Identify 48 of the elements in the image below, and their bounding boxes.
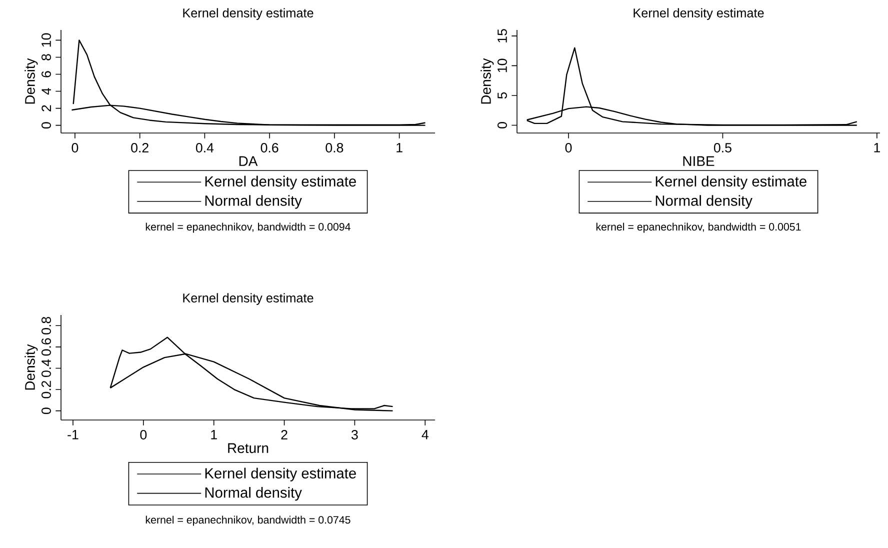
x-axis-title: DA [239, 156, 258, 166]
x-tick-label: 2 [281, 430, 288, 440]
y-axis-title: Density [24, 344, 38, 390]
y-axis-title: Density [24, 58, 38, 104]
x-tick-label: 3 [352, 430, 358, 440]
y-axis-title: Density [480, 58, 494, 104]
text: kernel = epanechnikov, bandwidth = 0.0051 [596, 222, 801, 233]
y-tick-label: 0.6 [42, 338, 51, 356]
chart-title: Kernel density estimate [183, 293, 314, 305]
x-tick-label: 0 [565, 143, 572, 152]
legend-label: Kernel density estimate [205, 176, 356, 190]
text: kernel = epanechnikov, bandwidth = 0.0745 [146, 516, 350, 526]
y-tick-label: 5 [498, 92, 507, 99]
x-tick-label: 0 [140, 430, 147, 440]
y-tick-label: 6 [42, 71, 51, 78]
x-tick-label: 4 [422, 430, 428, 440]
x-tick-label: 0.4 [196, 143, 214, 152]
x-tick-label: 1 [211, 430, 217, 440]
y-tick-label: 4 [42, 88, 51, 95]
y-tick-label: 0.2 [42, 380, 51, 398]
y-tick-label: 0.4 [42, 359, 51, 377]
x-tick-label: 0 [72, 143, 78, 152]
y-tick-label: 0.8 [42, 316, 51, 334]
y-tick-label: 15 [498, 29, 507, 42]
chart-title: Kernel density estimate [183, 8, 314, 20]
x-tick-label: -1 [68, 430, 78, 440]
legend-label: Kernel density estimate [205, 468, 356, 482]
legend-label: Normal density [656, 195, 752, 209]
x-tick-label: 0.5 [714, 143, 732, 152]
y-tick-label: 10 [42, 33, 51, 47]
x-tick-label: 1 [874, 143, 880, 152]
x-axis-title: Return [228, 443, 268, 454]
y-tick-label: 0 [42, 408, 51, 414]
x-tick-label: 0.2 [131, 143, 148, 152]
text: kernel = epanechnikov, bandwidth = 0.0094 [146, 222, 350, 233]
y-tick-label: 8 [42, 54, 51, 60]
x-tick-label: 0.6 [260, 143, 278, 152]
x-axis-title: NIBE [683, 156, 714, 166]
y-tick-label: 10 [498, 58, 507, 72]
x-tick-label: 1 [396, 143, 402, 152]
legend-label: Normal density [205, 195, 302, 209]
y-tick-label: 2 [42, 105, 51, 112]
y-tick-label: 0 [498, 122, 507, 128]
y-tick-label: 0 [42, 122, 51, 129]
legend-label: Kernel density estimate [656, 176, 806, 190]
x-tick-label: 0.8 [326, 143, 344, 152]
legend-label: Normal density [205, 487, 302, 501]
chart-title: Kernel density estimate [634, 8, 764, 20]
